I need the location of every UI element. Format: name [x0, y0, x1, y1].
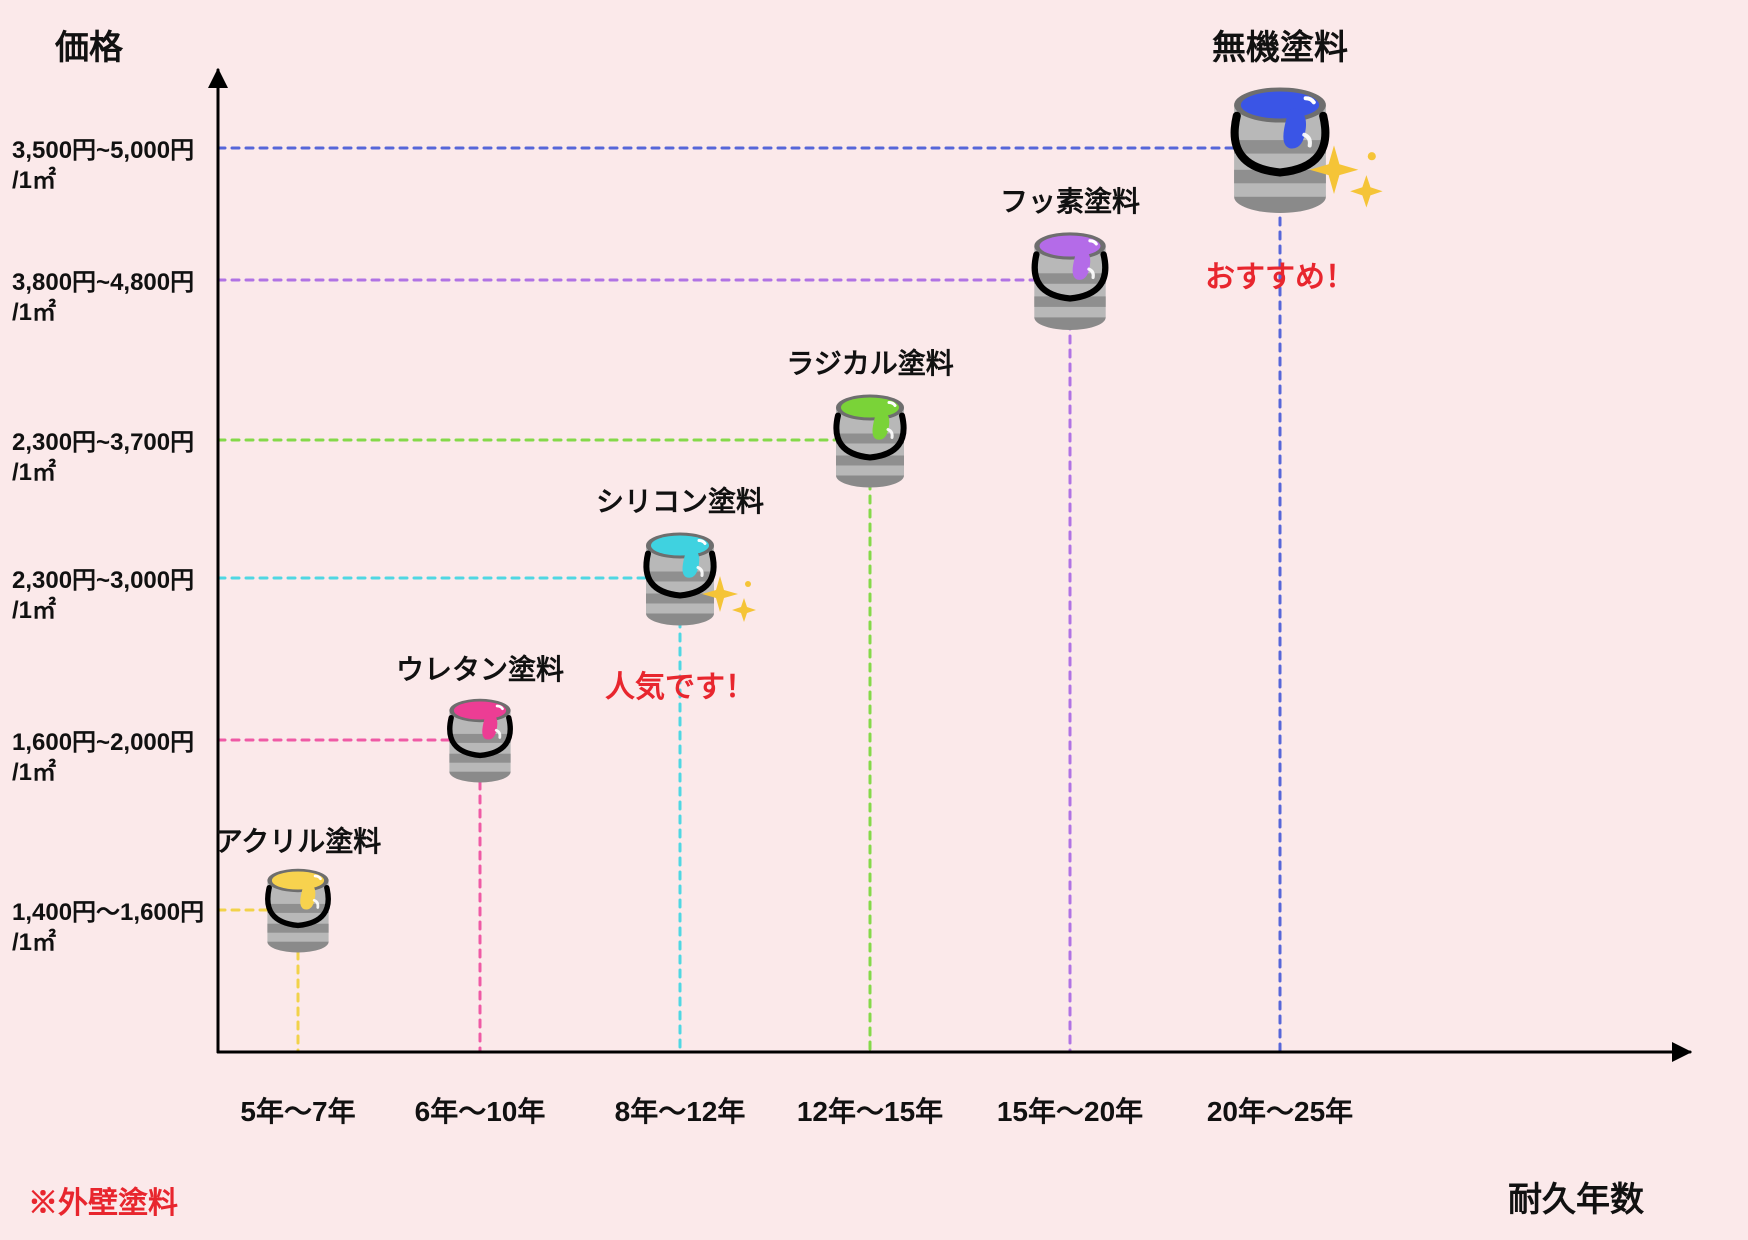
y-tick-line1: 1,400円～1,600円 — [12, 899, 204, 926]
y-tick-line2: /1㎡ — [12, 459, 56, 486]
paint-can-icon — [635, 524, 725, 628]
paint-label-radical: ラジカル塗料 — [786, 342, 953, 382]
x-tick-label: 20年～25年 — [1207, 1090, 1353, 1130]
chart-svg — [0, 0, 1748, 1240]
paint-can-urethane — [440, 691, 521, 790]
paint-can-icon — [258, 861, 339, 955]
y-tick-line1: 3,500円~5,000円 — [12, 137, 194, 164]
x-tick-label: 8年～12年 — [615, 1090, 746, 1130]
x-tick-label: 12年～15年 — [797, 1090, 943, 1130]
paint-can-icon — [1219, 75, 1341, 215]
y-tick-line2: /1㎡ — [12, 597, 56, 624]
y-tick-label: 3,500円~5,000円/1㎡ — [12, 136, 194, 196]
paint-label-fluorine: フッ素塗料 — [1000, 180, 1140, 220]
paint-can-icon — [825, 386, 915, 490]
y-tick-line2: /1㎡ — [12, 167, 56, 194]
y-axis-arrow — [208, 68, 228, 88]
paint-can-fluorine — [1023, 223, 1118, 337]
y-tick-line1: 2,300円~3,000円 — [12, 567, 194, 594]
paint-can-acrylic — [258, 861, 339, 960]
paint-label-acrylic: アクリル塗料 — [215, 820, 382, 860]
paint-label-inorganic: 無機塗料 — [1212, 20, 1348, 69]
y-tick-label: 2,300円~3,700円/1㎡ — [12, 428, 194, 488]
paint-can-radical — [825, 386, 915, 495]
paint-can-icon — [440, 691, 521, 785]
paint-can-icon — [1023, 223, 1118, 332]
y-tick-label: 1,400円～1,600円/1㎡ — [12, 898, 204, 958]
paint-label-silicon: シリコン塗料 — [596, 480, 764, 520]
callout-inorganic: おすすめ！ — [1205, 252, 1355, 296]
y-tick-line1: 2,300円~3,700円 — [12, 429, 194, 456]
y-tick-label: 2,300円~3,000円/1㎡ — [12, 566, 194, 626]
y-tick-line1: 1,600円~2,000円 — [12, 729, 194, 756]
callout-silicon: 人気です！ — [605, 662, 755, 706]
y-tick-label: 1,600円~2,000円/1㎡ — [12, 728, 194, 788]
y-tick-line2: /1㎡ — [12, 759, 56, 786]
x-tick-label: 5年～7年 — [240, 1090, 355, 1130]
paint-can-silicon — [635, 524, 725, 633]
y-tick-label: 3,800円~4,800円/1㎡ — [12, 268, 194, 328]
x-axis-arrow — [1672, 1042, 1692, 1062]
paint-can-inorganic — [1219, 75, 1341, 220]
x-tick-label: 6年～10年 — [415, 1090, 546, 1130]
y-tick-line1: 3,800円~4,800円 — [12, 269, 194, 296]
y-tick-line2: /1㎡ — [12, 299, 56, 326]
paint-label-urethane: ウレタン塗料 — [396, 648, 564, 688]
y-tick-line2: /1㎡ — [12, 929, 56, 956]
x-tick-label: 15年～20年 — [997, 1090, 1143, 1130]
